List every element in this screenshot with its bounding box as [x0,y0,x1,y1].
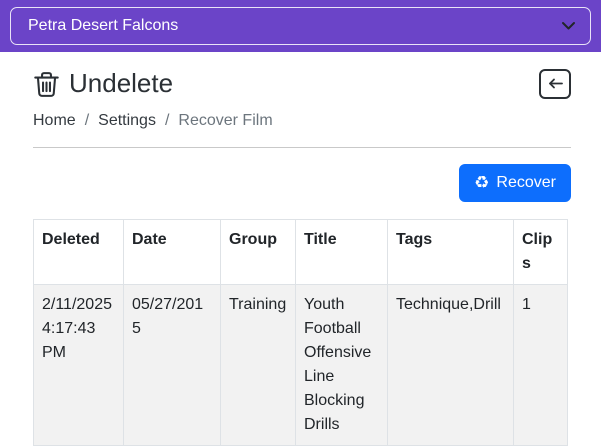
cell-group: Training [220,284,296,446]
column-header-clips: Clips [513,219,568,285]
main-content: Undelete Home / Settings / Recover Film ♻︎ R… [0,67,601,446]
breadcrumb-separator: / [84,112,90,129]
deleted-films-table: Deleted Date Group Title Tags Clips 2/11… [33,219,568,446]
page-header: Undelete [33,67,571,100]
team-selector-value: Petra Desert Falcons [28,17,179,34]
table-row: 2/11/2025 4:17:43 PM 05/27/2015 Training… [33,284,568,446]
breadcrumb-separator: / [164,112,170,129]
cell-title: Youth Football Offensive Line Blocking D… [295,284,388,446]
back-arrow-icon [547,77,564,90]
cell-clips: 1 [513,284,568,446]
team-selector[interactable]: Petra Desert Falcons [10,7,591,45]
column-header-deleted: Deleted [33,219,124,285]
toolbar: ♻︎ Recover [33,164,571,202]
divider [33,147,571,148]
recycle-icon: ♻︎ [474,172,490,193]
cell-deleted: 2/11/2025 4:17:43 PM [33,284,124,446]
breadcrumb-settings-link[interactable]: Settings [98,112,156,129]
trash-icon [33,70,60,98]
recover-button-label: Recover [496,174,556,191]
recover-button[interactable]: ♻︎ Recover [459,164,571,202]
table-header: Deleted Date Group Title Tags Clips [33,219,568,285]
cell-date: 05/27/2015 [123,284,221,446]
column-header-date: Date [123,219,221,285]
team-bar: Petra Desert Falcons [0,0,601,52]
column-header-group: Group [220,219,296,285]
column-header-title: Title [295,219,388,285]
page-title-text: Undelete [69,68,174,98]
back-button[interactable] [539,68,571,99]
breadcrumb-home-link[interactable]: Home [33,112,76,129]
chevron-down-icon [561,21,576,31]
breadcrumb: Home / Settings / Recover Film [33,109,571,133]
cell-tags: Technique,Drill [387,284,514,446]
page-title: Undelete [33,67,173,100]
column-header-tags: Tags [387,219,514,285]
breadcrumb-current-recover-film: Recover Film [178,112,273,129]
